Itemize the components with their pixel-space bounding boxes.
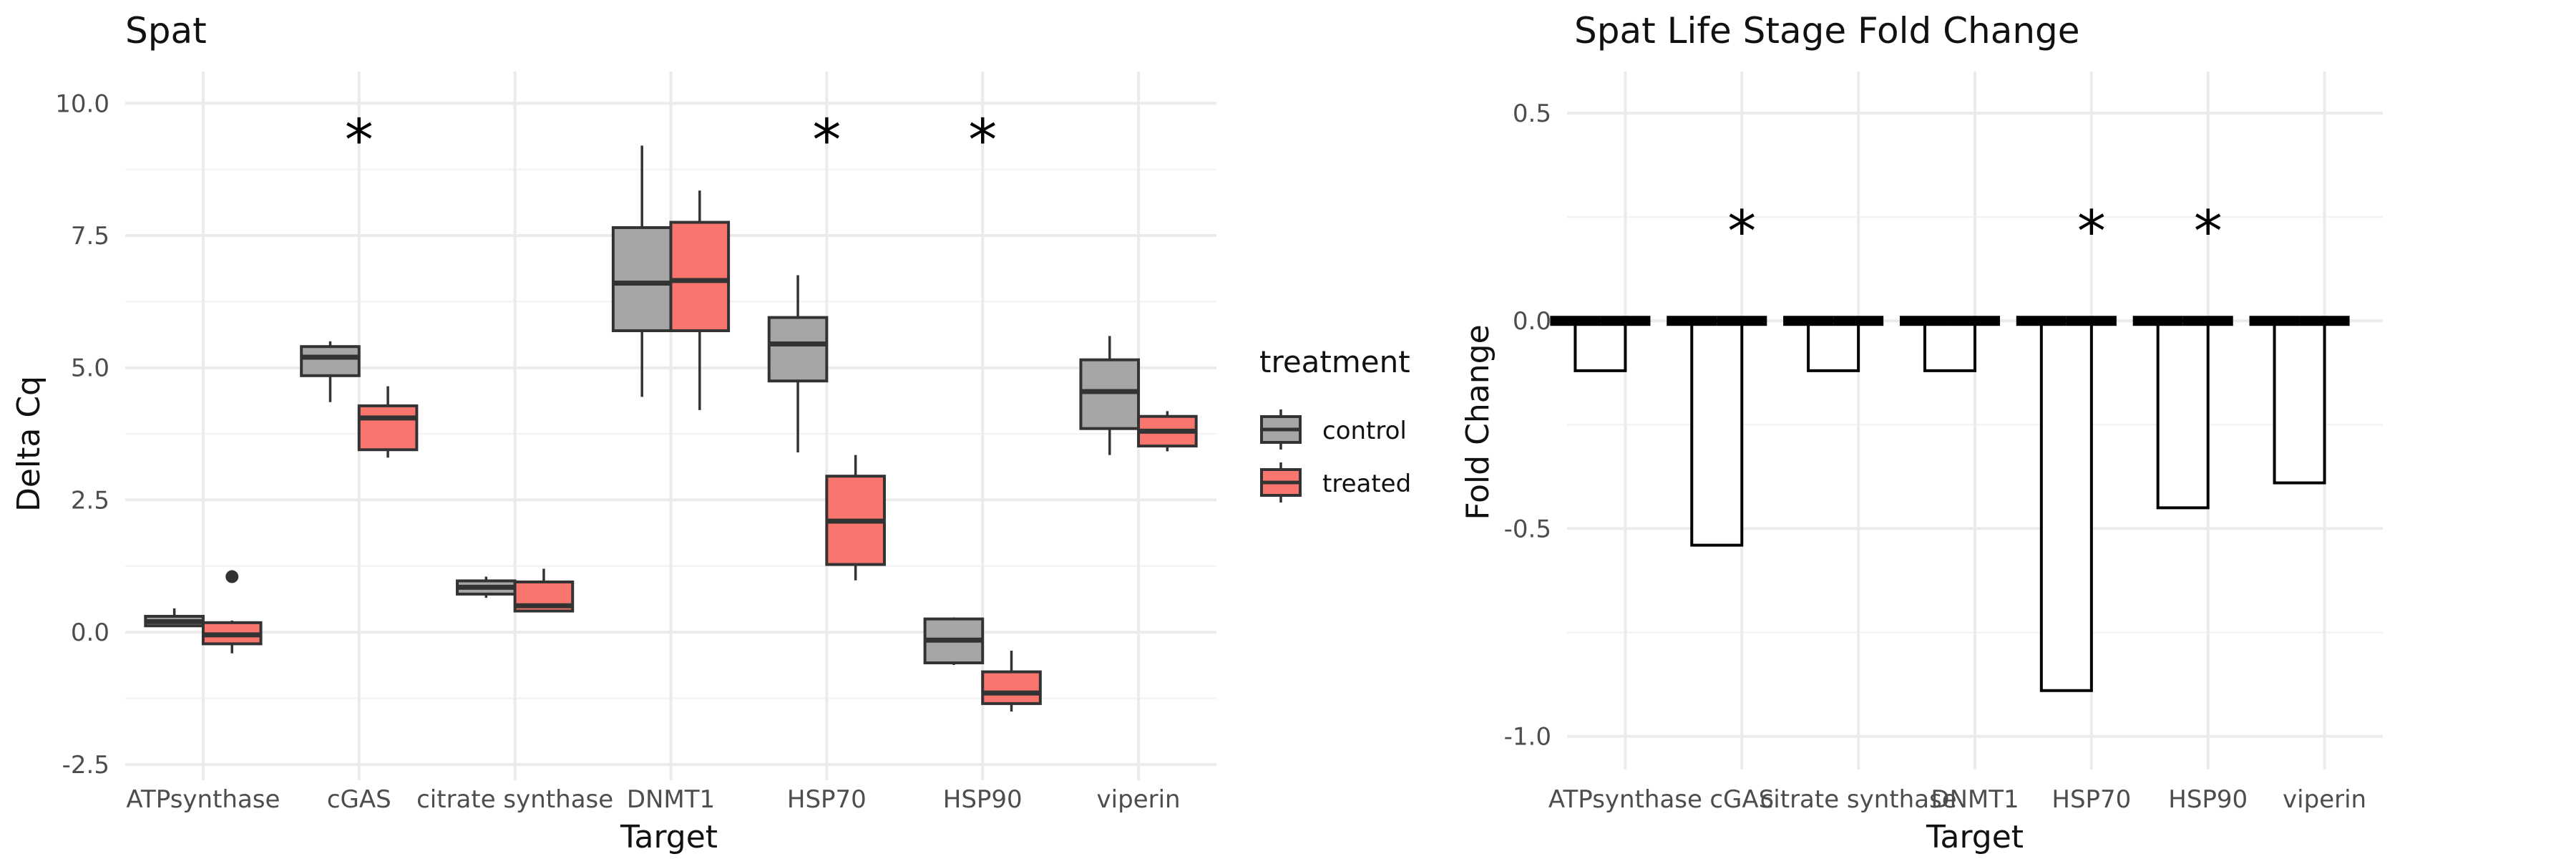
- box-body: [981, 670, 1042, 705]
- zero-bar-first-hsp70: [2016, 316, 2067, 326]
- y-tick-label: 0.0: [1513, 307, 1551, 336]
- star-cgas: *: [345, 107, 374, 173]
- y-tick-label: 5.0: [71, 354, 109, 383]
- legend-item-treated: treated: [1260, 462, 1411, 503]
- box-treated-citrate-synthase: [513, 568, 575, 613]
- y-tick-label: -1.0: [1504, 723, 1551, 752]
- box-control-hsp90: [923, 617, 985, 665]
- x-tick-label-hsp70: HSP70: [2051, 785, 2131, 814]
- box-treated-atpsynthase: [201, 570, 263, 654]
- bar-hsp90: [2156, 319, 2210, 510]
- legend-title: treatment: [1259, 344, 1410, 379]
- star-cgas: *: [1727, 198, 1756, 265]
- y-tick-label: 0.0: [71, 618, 109, 647]
- legend: treatment control treated: [1259, 344, 1411, 503]
- boxplot-panel: Spat * * * -2.5 0.0 2.5 5.0 7.5 10.0 ATPsynthas…: [11, 10, 1216, 855]
- zero-bar-first-viperin: [2249, 316, 2300, 326]
- box-treated-hsp70: [825, 455, 886, 581]
- boxplot-marks: [144, 145, 1198, 712]
- zero-bar-first-cgas: [1667, 316, 1717, 326]
- zero-bar-first-atpsynthase: [1550, 316, 1601, 326]
- x-tick-label-cgas: cGAS: [1709, 785, 1774, 814]
- bar-cgas: [1690, 319, 1744, 547]
- bar-x-axis-title: Target: [1926, 819, 2024, 855]
- box-control-dnmt1: [611, 145, 673, 397]
- boxplot-significance-stars: * * *: [345, 107, 997, 173]
- bar-viperin: [2273, 319, 2326, 485]
- bar-hsp70: [2039, 319, 2093, 692]
- box-body: [300, 345, 361, 377]
- zero-bar-second-hsp90: [2182, 316, 2233, 326]
- bar-significance-stars: * * *: [1727, 198, 2222, 265]
- bar-title: Spat Life Stage Fold Change: [1574, 10, 2080, 52]
- boxplot-y-ticks: -2.5 0.0 2.5 5.0 7.5 10.0: [55, 89, 109, 780]
- star-hsp70: *: [2077, 198, 2106, 265]
- zero-bar-second-hsp70: [2066, 316, 2117, 326]
- box-body: [1079, 358, 1141, 430]
- box-body: [357, 404, 419, 452]
- star-hsp90: *: [968, 107, 997, 173]
- x-tick-label-cgas: cGAS: [327, 785, 391, 814]
- y-tick-label: -2.5: [62, 751, 109, 780]
- x-tick-label-dnmt1: DNMT1: [627, 785, 715, 814]
- y-tick-label: 10.0: [55, 89, 109, 118]
- x-tick-label-atpsynthase: ATPsynthase: [126, 785, 280, 814]
- box-control-atpsynthase: [144, 608, 205, 628]
- y-tick-label: 7.5: [71, 222, 109, 251]
- box-body: [767, 316, 829, 383]
- boxplot-x-axis-title: Target: [620, 819, 718, 855]
- boxplot-x-ticks: ATPsynthase cGAS citrate synthase DNMT1 HSP7…: [126, 785, 1180, 814]
- legend-label-treated: treated: [1322, 470, 1411, 498]
- x-tick-label-dnmt1: DNMT1: [1931, 785, 2019, 814]
- x-tick-label-citrate-synthase: citrate synthase: [416, 785, 613, 814]
- y-tick-label: -0.5: [1504, 515, 1551, 543]
- x-tick-label-citrate-synthase: citrate synthase: [1760, 785, 1957, 814]
- bar-marks: [1550, 316, 2350, 692]
- y-tick-label: 0.5: [1513, 100, 1551, 128]
- zero-bar-second-cgas: [1717, 316, 1767, 326]
- box-treated-cgas: [357, 386, 419, 458]
- zero-bar-first-hsp90: [2132, 316, 2183, 326]
- legend-label-control: control: [1322, 417, 1407, 445]
- x-tick-label-hsp90: HSP90: [2168, 785, 2248, 814]
- x-tick-label-viperin: viperin: [2283, 785, 2366, 814]
- zero-bar-second-citrate-synthase: [1833, 316, 1884, 326]
- bar-y-axis-title: Fold Change: [1460, 324, 1496, 520]
- legend-items: control treated: [1260, 409, 1411, 503]
- x-tick-label-hsp90: HSP90: [943, 785, 1023, 814]
- box-body: [669, 220, 731, 333]
- bar-panel: Spat Life Stage Fold Change * * * -1.0 -0.5…: [1460, 10, 2383, 855]
- box-treated-dnmt1: [669, 190, 731, 410]
- bar-gridlines: [1567, 72, 2383, 770]
- zero-bar-second-dnmt1: [1949, 316, 2001, 326]
- star-hsp90: *: [2194, 198, 2223, 265]
- star-hsp70: *: [812, 107, 841, 173]
- zero-bar-second-atpsynthase: [1600, 316, 1651, 326]
- x-tick-label-atpsynthase: ATPsynthase: [1548, 785, 1702, 814]
- box-control-hsp70: [767, 275, 829, 452]
- zero-bar-first-citrate-synthase: [1783, 316, 1834, 326]
- box-control-cgas: [300, 341, 361, 402]
- box-control-citrate-synthase: [456, 576, 517, 598]
- y-tick-label: 2.5: [71, 486, 109, 515]
- box-treated-hsp90: [981, 650, 1042, 712]
- bar-y-ticks: -1.0 -0.5 0.0 0.5: [1504, 100, 1551, 752]
- bar-atpsynthase: [1574, 319, 1627, 372]
- box-treated-viperin: [1137, 411, 1198, 452]
- bar-citrate-synthase: [1807, 319, 1860, 372]
- outlier-point: [225, 570, 239, 583]
- boxplot-gridlines: [125, 72, 1216, 780]
- box-body: [611, 225, 673, 333]
- bar-dnmt1: [1923, 319, 1977, 372]
- legend-item-control: control: [1260, 409, 1407, 450]
- x-tick-label-hsp70: HSP70: [787, 785, 867, 814]
- boxplot-y-axis-title: Delta Cq: [11, 376, 47, 512]
- zero-bar-second-viperin: [2299, 316, 2350, 326]
- zero-bar-first-dnmt1: [1899, 316, 1950, 326]
- x-tick-label-viperin: viperin: [1097, 785, 1181, 814]
- box-control-viperin: [1079, 336, 1141, 455]
- boxplot-title: Spat: [125, 10, 207, 52]
